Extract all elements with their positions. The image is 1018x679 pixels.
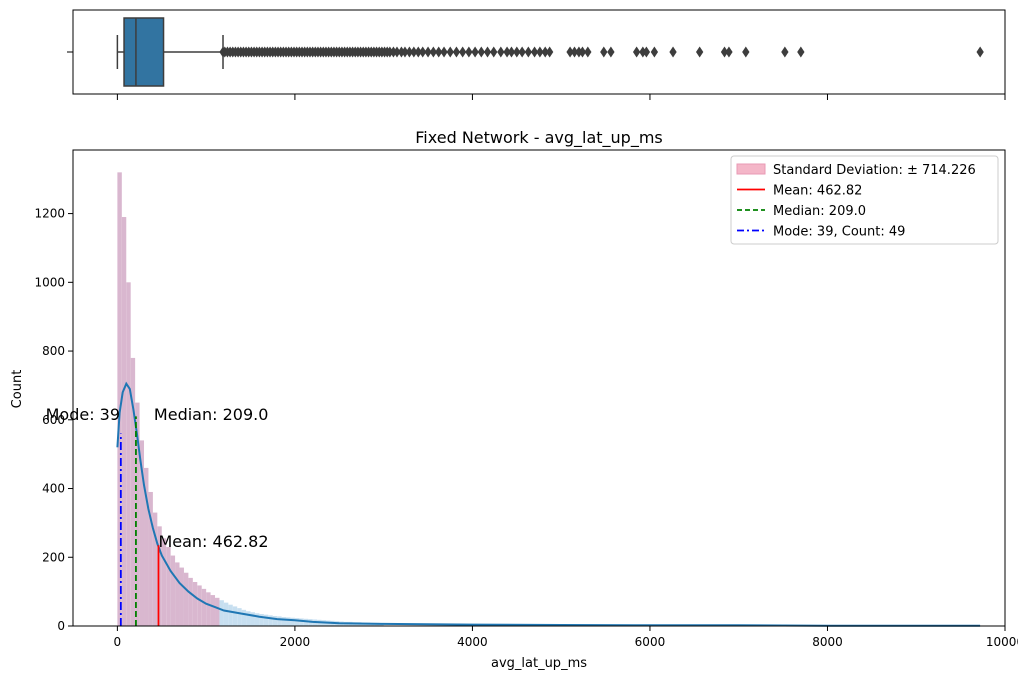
legend: Standard Deviation: ± 714.226 Mean: 462.8… [731, 156, 998, 244]
y-tick-label: 1000 [34, 275, 65, 289]
histogram-bar [202, 589, 206, 626]
outlier-marker [608, 47, 615, 57]
outlier-marker [670, 47, 677, 57]
legend-label: Median: 209.0 [773, 204, 866, 219]
histogram-bar [259, 614, 263, 626]
y-tick-label: 800 [42, 344, 65, 358]
y-axis-label: Count [10, 370, 25, 409]
histogram-bar [126, 282, 130, 626]
histogram-bar [224, 603, 228, 626]
legend-swatch [737, 164, 765, 174]
outlier-marker [977, 47, 984, 57]
outlier-marker [484, 47, 491, 57]
histogram-bar [175, 562, 179, 626]
histogram-bars [117, 172, 383, 626]
histogram-bar [268, 615, 272, 626]
legend-label: Standard Deviation: ± 714.226 [773, 163, 976, 178]
y-tick-label: 400 [42, 482, 65, 496]
histogram-bar [242, 610, 246, 626]
histogram-panel: Fixed Network - avg_lat_up_ms Mode: 39 Me… [10, 128, 1018, 671]
histogram-bar [277, 616, 281, 626]
outlier-marker [498, 47, 505, 57]
histogram-bar [282, 617, 286, 626]
histogram-bar [299, 618, 303, 626]
histogram-bar [122, 217, 126, 626]
histogram-bar [206, 592, 210, 626]
outlier-marker [447, 47, 454, 57]
outlier-marker [546, 47, 553, 57]
histogram-bar [180, 568, 184, 626]
outlier-marker [726, 47, 733, 57]
x-axis-label: avg_lat_up_ms [491, 656, 587, 671]
histogram-bar [264, 615, 268, 626]
histogram-bar [233, 606, 237, 626]
legend-label: Mean: 462.82 [773, 184, 862, 199]
x-tick-label: 2000 [280, 635, 311, 649]
histogram-bar [197, 585, 201, 626]
x-tick-label: 6000 [635, 635, 666, 649]
histogram-bar [166, 547, 170, 626]
stat-annotation: Mean: 462.82 [158, 532, 268, 551]
outlier-marker [478, 47, 485, 57]
outlier-marker [743, 47, 750, 57]
outlier-marker [798, 47, 805, 57]
outlier-marker [651, 47, 658, 57]
outlier-marker [633, 47, 640, 57]
outlier-marker [441, 47, 448, 57]
outlier-marker [782, 47, 789, 57]
y-tick-label: 200 [42, 550, 65, 564]
boxplot-body [117, 18, 223, 86]
boxplot-panel [67, 10, 1005, 100]
histogram-bar [273, 616, 277, 626]
y-tick-label: 1200 [34, 207, 65, 221]
histogram-bar [237, 608, 241, 626]
histogram-bar [188, 578, 192, 626]
outlier-marker [696, 47, 703, 57]
y-tick-label: 600 [42, 413, 65, 427]
x-tick-label: 4000 [457, 635, 488, 649]
chart-title: Fixed Network - avg_lat_up_ms [415, 128, 662, 148]
histogram-bar [162, 538, 166, 626]
outlier-marker [453, 47, 460, 57]
outlier-marker [585, 47, 592, 57]
histogram-bar [219, 600, 223, 626]
figure: Fixed Network - avg_lat_up_ms Mode: 39 Me… [0, 0, 1018, 679]
stat-annotation: Median: 209.0 [154, 405, 268, 424]
legend-label: Mode: 39, Count: 49 [773, 225, 905, 240]
histogram-bar [211, 595, 215, 626]
histogram-bar [215, 598, 219, 626]
outlier-marker [600, 47, 607, 57]
outlier-marker [466, 47, 473, 57]
boxplot-outliers [220, 47, 984, 57]
box-iqr [124, 18, 163, 86]
x-tick-label: 0 [114, 635, 122, 649]
histogram-bar [184, 573, 188, 626]
outlier-marker [490, 47, 497, 57]
histogram-bar [171, 556, 175, 626]
boxplot-xticks [67, 52, 1005, 100]
outlier-marker [519, 47, 526, 57]
histogram-bar [228, 605, 232, 626]
y-tick-label: 0 [57, 619, 65, 633]
histogram-bar [193, 582, 197, 626]
x-tick-label: 8000 [812, 635, 843, 649]
histogram-bar [246, 611, 250, 626]
outlier-marker [525, 47, 532, 57]
outlier-marker [472, 47, 479, 57]
outlier-marker [459, 47, 466, 57]
